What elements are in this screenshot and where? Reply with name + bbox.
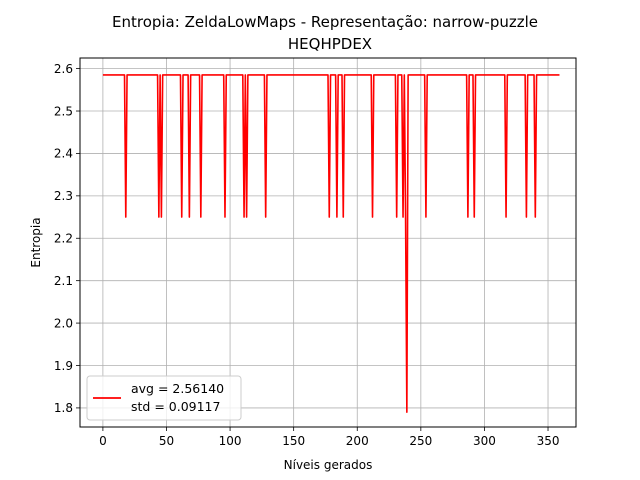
y-axis-label: Entropia	[29, 217, 43, 267]
series-line	[102, 74, 560, 413]
y-axis-ticks: 1.8 1.9 2.0 2.1 2.2 2.3 2.4 2.5 2.6	[54, 62, 80, 415]
y-tick-label: 2.4	[54, 147, 73, 161]
y-tick-label: 1.8	[54, 401, 73, 415]
y-tick-label: 2.2	[54, 232, 73, 246]
y-tick-label: 2.3	[54, 189, 73, 203]
legend-avg-text: avg = 2.56140	[131, 381, 224, 396]
legend: avg = 2.56140 std = 0.09117	[86, 375, 242, 421]
x-tick-label: 100	[219, 434, 242, 448]
x-tick-label: 50	[159, 434, 174, 448]
x-axis-ticks: 0 50 100 150 200 250 300 350	[99, 427, 559, 448]
x-tick-label: 300	[473, 434, 496, 448]
legend-std-text: std = 0.09117	[131, 399, 220, 414]
x-axis-label: Níveis gerados	[284, 458, 373, 472]
plot-frame	[79, 57, 577, 428]
x-tick-label: 150	[282, 434, 305, 448]
y-tick-label: 1.9	[54, 359, 73, 373]
x-tick-label: 200	[346, 434, 369, 448]
y-tick-label: 2.6	[54, 62, 73, 76]
chart-subtitle: HEQHPDEX	[288, 35, 372, 53]
chart-title: Entropia: ZeldaLowMaps - Representação: …	[112, 13, 538, 31]
legend-box	[86, 375, 242, 421]
entropy-series-line	[102, 74, 560, 413]
y-tick-label: 2.5	[54, 104, 73, 118]
x-tick-label: 250	[409, 434, 432, 448]
x-tick-label: 350	[537, 434, 560, 448]
y-tick-label: 2.1	[54, 274, 73, 288]
y-tick-label: 2.0	[54, 316, 73, 330]
x-tick-label: 0	[99, 434, 107, 448]
